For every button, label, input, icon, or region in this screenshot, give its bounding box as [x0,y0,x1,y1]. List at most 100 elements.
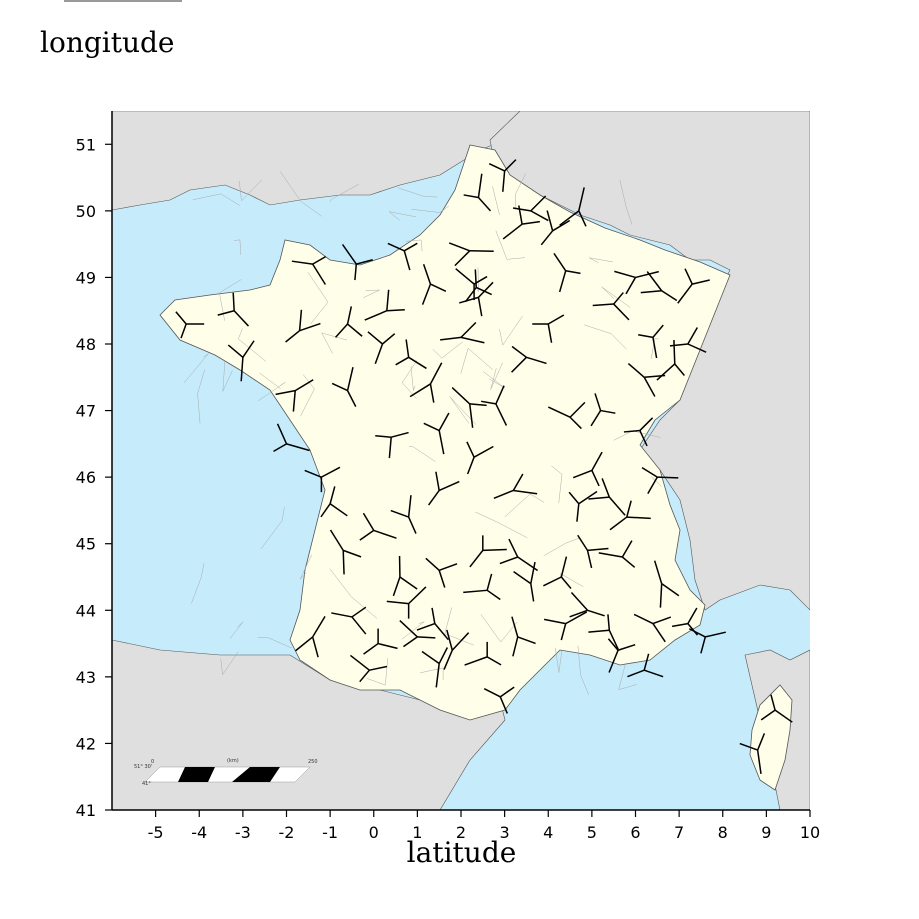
glyph-arm [687,343,707,353]
glyph-arm [511,345,527,358]
glyph-arm [495,403,508,426]
x-axis-label: latitude [406,836,517,869]
glyph-arm [364,310,388,321]
department-border [388,211,417,221]
glyph-arm [641,466,658,478]
glyph-marker [568,490,598,522]
glyph-arm [421,650,440,665]
glyph-arm [331,382,348,392]
department-border [401,360,417,399]
glyph-marker [547,401,586,430]
glyph-arm [486,573,493,591]
glyph-arm [591,451,603,471]
glyph-arm [391,431,409,438]
glyph-arm [295,636,314,652]
glyph-arm [623,429,640,433]
glyph-arm [588,496,610,500]
department-border [257,382,286,402]
glyph-arm [495,385,505,405]
glyph-arm [600,409,616,414]
glyph-arm [455,268,475,285]
glyph-arm [543,576,562,587]
glyph-arm [399,576,418,590]
glyph-arm [342,549,362,558]
glyph-arm [438,563,458,572]
glyph-arm [347,323,363,337]
y-tick-label: 43 [76,668,96,687]
glyph-marker [483,686,515,714]
glyph-marker [511,616,536,657]
glyph-arm [705,631,726,638]
department-border [329,184,359,203]
y-axis-label: longitude [40,26,175,59]
scale-bar: 0 (km) 250 51° 30' 41° [134,758,318,787]
glyph-arm [346,390,357,407]
glyph-arm [512,207,531,212]
glyph-marker [559,187,587,227]
glyph-arm [232,292,235,311]
glyph-marker [480,385,508,426]
x-tick-label: -4 [191,823,207,842]
department-border [551,465,563,503]
glyph-arm [390,509,409,518]
glyph-marker [640,271,678,302]
department-border [229,621,244,639]
glyph-arm [351,606,367,618]
department-border [411,205,449,213]
x-tick-label: 2 [456,823,466,842]
glyph-marker [633,613,672,643]
x-tick-label: 5 [587,823,597,842]
glyph-arm [438,570,446,588]
department-border [432,341,463,359]
glyph-arm [647,476,658,494]
department-border [560,573,584,588]
y-tick-label: 42 [76,734,96,753]
glyph-arm [587,609,605,617]
glyph-arm [320,503,331,518]
x-tick-label: 9 [761,823,771,842]
department-border [257,637,292,649]
glyph-arm [286,443,310,452]
glyph-arm [587,547,609,552]
glyph-arm [652,623,666,643]
glyph-arm [363,642,379,655]
glyph-marker [395,339,427,370]
glyph-arm [499,696,508,714]
department-border [492,186,500,215]
glyph-arm [638,333,654,339]
glyph-marker [304,466,341,493]
glyph-arm [674,363,685,376]
glyph-marker [760,694,793,723]
glyph-arm [530,195,547,212]
glyph-marker [428,471,460,506]
glyph-arm [614,270,636,279]
glyph-arm [369,665,388,671]
glyph-arm [417,636,436,639]
glyph-marker [598,540,636,568]
glyph-arm [374,343,384,364]
glyph-marker [623,417,654,447]
glyph-arm [643,669,664,678]
glyph-marker [291,255,327,285]
glyph-arm [609,516,628,531]
glyph-marker [386,586,427,619]
x-tick-label: 6 [630,823,640,842]
department-border [482,371,506,389]
glyph-arm [657,476,679,479]
glyph-arm [643,376,656,397]
glyph-arm [486,656,502,666]
glyph-arm [621,540,633,558]
department-border [239,179,263,202]
glyph-arm [408,586,427,605]
glyph-marker [329,529,362,575]
department-border [577,645,589,695]
glyph-marker [392,555,418,597]
department-border [259,372,281,390]
glyph-arm [421,283,432,305]
glyph-arm [565,611,588,625]
glyph-arm [312,615,326,638]
glyph-arm [608,496,626,516]
glyph-arm [395,356,410,366]
glyph-marker [569,591,605,618]
glyph-arm [454,250,471,267]
